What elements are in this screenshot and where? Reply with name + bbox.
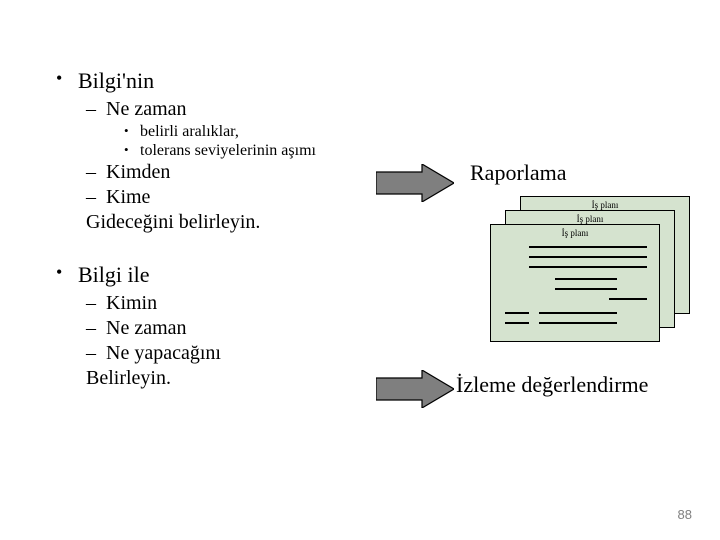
- section1-sub-0-child-1: tolerans seviyelerinin aşımı: [48, 142, 368, 160]
- left-column: Bilgi'nin Ne zaman belirli aralıklar, to…: [48, 68, 368, 392]
- card-stack: İş planıİş planıİş planı: [490, 196, 690, 346]
- section1-sub-0: Ne zaman: [48, 98, 368, 121]
- arrow-raporlama: [376, 164, 454, 202]
- section2-sub-1: Ne zaman: [48, 317, 368, 340]
- section2-sub-2: Ne yapacağını: [48, 342, 368, 365]
- section1-sub-2: Kime: [48, 186, 368, 209]
- label-raporlama: Raporlama: [470, 160, 567, 186]
- section1-title: Bilgi'nin: [48, 68, 368, 94]
- arrow-izleme: [376, 370, 454, 408]
- plan-card: İş planı: [490, 224, 660, 342]
- page-number: 88: [678, 507, 692, 522]
- section2-title: Bilgi ile: [48, 262, 368, 288]
- plan-card-title: İş planı: [499, 229, 651, 239]
- section2-sub-0: Kimin: [48, 292, 368, 315]
- section1-tail: Gideceğini belirleyin.: [48, 211, 368, 234]
- section2-tail: Belirleyin.: [48, 367, 368, 390]
- section1-sub-0-child-0: belirli aralıklar,: [48, 123, 368, 141]
- section1-sub-1: Kimden: [48, 161, 368, 184]
- label-izleme: İzleme değerlendirme: [456, 372, 648, 398]
